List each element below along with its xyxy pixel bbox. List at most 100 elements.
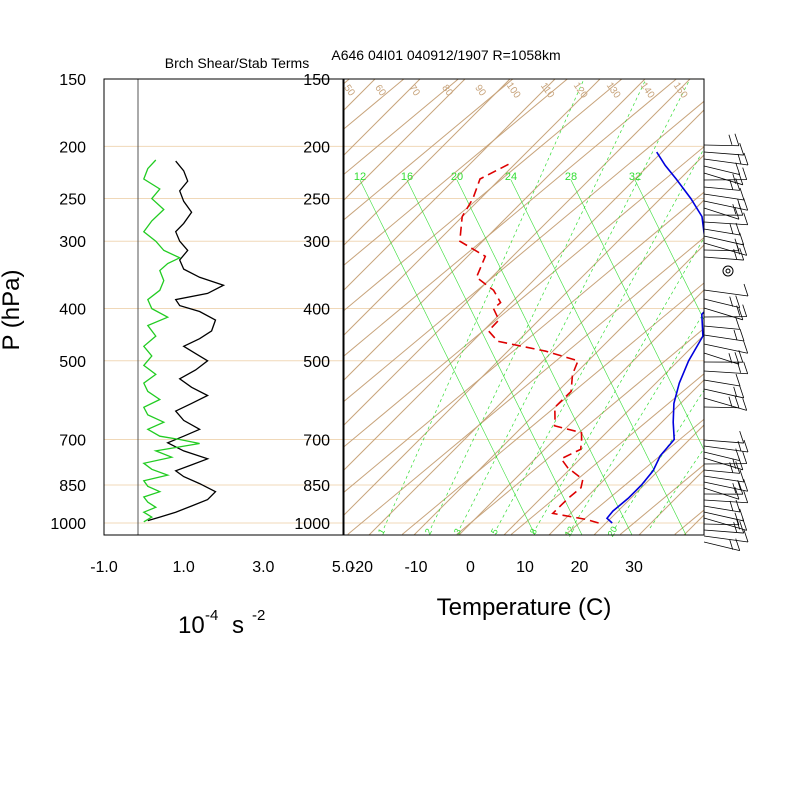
wind-barb bbox=[703, 373, 741, 387]
moist-adiabat-line bbox=[634, 179, 704, 321]
wind-barb bbox=[703, 361, 749, 375]
y-tick-label: 1000 bbox=[50, 516, 86, 533]
wind-barb bbox=[703, 187, 745, 201]
wind-barb bbox=[703, 222, 741, 236]
y-tick-label: 700 bbox=[59, 433, 86, 450]
wind-barb bbox=[703, 482, 744, 495]
calm-wind-icon bbox=[722, 265, 734, 277]
mixing-ratio-label: 24 bbox=[505, 171, 517, 183]
wind-barb bbox=[703, 508, 745, 522]
wind-barb bbox=[703, 283, 749, 297]
wind-barb bbox=[703, 307, 744, 321]
wind-barb bbox=[703, 397, 748, 411]
mixing-ratio-lines bbox=[359, 79, 704, 535]
isotherm-line bbox=[784, 79, 800, 534]
wind-barbs bbox=[703, 133, 749, 552]
wind-barb bbox=[703, 430, 745, 444]
wind-barb bbox=[703, 152, 749, 166]
temperature-profile bbox=[605, 151, 704, 524]
wind-barb bbox=[703, 529, 749, 543]
mixing-ratio-line bbox=[496, 147, 704, 529]
dry-adiabats bbox=[344, 79, 800, 639]
x-tick-label: -1.0 bbox=[90, 559, 118, 576]
wind-barb bbox=[703, 198, 749, 211]
dry-adiabat-line bbox=[344, 79, 511, 246]
dry-adiabat-line bbox=[344, 79, 556, 291]
isotherm-line bbox=[344, 191, 704, 493]
left-y-tick-labels: 1000 850 700 500 400 300 250 200 150 bbox=[50, 72, 86, 533]
wind-barb bbox=[703, 451, 748, 465]
isotherm-line bbox=[456, 327, 704, 535]
mixing-ratio-label: 20 bbox=[451, 171, 463, 183]
dry-adiabat-line bbox=[413, 244, 704, 535]
wind-barb bbox=[703, 538, 741, 552]
moist-adiabat-line bbox=[456, 179, 633, 535]
potential-temperature-label: 80 bbox=[439, 83, 455, 99]
mixing-ratio-line bbox=[383, 79, 585, 529]
wind-barb bbox=[703, 212, 749, 226]
dry-adiabat-line bbox=[715, 79, 800, 639]
wind-barb bbox=[703, 178, 741, 191]
skewt-panel-frame bbox=[343, 78, 705, 536]
mixing-ratio-label: 32 bbox=[629, 171, 641, 183]
left-panel-title: Brch Shear/Stab Terms bbox=[165, 55, 309, 71]
y-tick-label: 850 bbox=[59, 478, 86, 495]
wind-barb bbox=[703, 395, 740, 409]
unit-seconds: s bbox=[232, 612, 244, 639]
left-panel-frame bbox=[103, 78, 344, 536]
potential-temperature-label: 120 bbox=[571, 81, 590, 101]
left-x-tick-labels: -1.0 1.0 3.0 5.0 bbox=[90, 559, 354, 576]
y-tick-label: 200 bbox=[59, 139, 86, 156]
moist-adiabat-line bbox=[406, 179, 583, 535]
wind-barb bbox=[703, 167, 748, 181]
stability-term-line bbox=[142, 159, 200, 523]
wind-barb bbox=[703, 487, 740, 500]
temperature-tick-label: 0 bbox=[466, 559, 475, 576]
dry-adiabat-line bbox=[760, 79, 800, 639]
dry-adiabat-line bbox=[344, 109, 704, 471]
wind-barb bbox=[703, 512, 740, 526]
wind-barb bbox=[703, 439, 749, 453]
wind-barb bbox=[703, 479, 749, 492]
potential-temperature-label: 90 bbox=[472, 83, 488, 99]
dewpoint-profile bbox=[458, 163, 599, 524]
y-tick-label: 500 bbox=[303, 354, 330, 371]
left-x-axis-unit: 10 -4 s -2 bbox=[178, 607, 265, 639]
isotherm-line bbox=[344, 79, 623, 312]
mixing-ratio-label: 3 bbox=[452, 527, 463, 536]
wind-barb bbox=[703, 350, 744, 363]
dry-adiabat-line bbox=[593, 424, 704, 535]
dry-adiabat-line bbox=[548, 379, 704, 535]
isotherm-line bbox=[347, 236, 704, 535]
isotherm-line bbox=[344, 79, 459, 175]
dry-adiabat-line bbox=[458, 289, 704, 535]
potential-temperature-label: 60 bbox=[372, 83, 388, 99]
isotherm-line bbox=[565, 418, 704, 535]
isotherm-line bbox=[344, 79, 568, 266]
dry-adiabat-line bbox=[344, 154, 704, 516]
wind-barb bbox=[703, 490, 749, 504]
mixing-ratio-label: 12 bbox=[354, 171, 366, 183]
mixing-ratio-label: 2 bbox=[423, 527, 434, 536]
mixing-ratio-label: 28 bbox=[565, 171, 577, 183]
wind-barb bbox=[703, 341, 749, 354]
y-tick-label: 250 bbox=[59, 192, 86, 209]
mixing-ratio-label: 20 bbox=[606, 525, 620, 539]
isotherm-line bbox=[344, 79, 514, 221]
calm-wind-icon-inner bbox=[725, 268, 731, 274]
wind-barb bbox=[703, 499, 741, 513]
temperature-tick-label: 20 bbox=[571, 559, 589, 576]
moist-adiabat-line bbox=[510, 179, 687, 535]
isotherm-line bbox=[0, 79, 240, 534]
isotherm-line bbox=[510, 373, 704, 535]
wind-barb bbox=[703, 162, 741, 176]
y-tick-label: 200 bbox=[303, 139, 330, 156]
y-tick-label: 1000 bbox=[294, 516, 330, 533]
dry-adiabat-line bbox=[344, 79, 466, 201]
wind-barb bbox=[703, 295, 741, 309]
wind-barb bbox=[703, 172, 744, 186]
right-y-tick-labels: 1000 850 700 500 400 300 250 200 150 bbox=[294, 72, 330, 533]
